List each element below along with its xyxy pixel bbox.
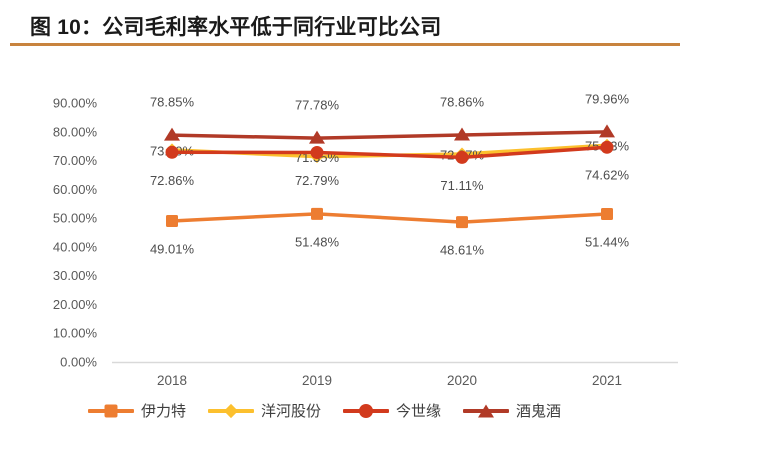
series-marker-triangle: [599, 124, 615, 138]
data-label: 78.86%: [440, 95, 485, 110]
x-axis-label: 2019: [302, 373, 332, 388]
series-marker-circle: [310, 146, 324, 160]
series-line-2: [170, 145, 609, 160]
data-label: 77.78%: [295, 98, 340, 113]
data-label: 71.11%: [440, 178, 484, 193]
y-axis-tick-label: 0.00%: [60, 355, 97, 370]
y-axis-tick-label: 80.00%: [53, 124, 98, 139]
x-axis-label: 2018: [157, 373, 187, 388]
series-marker-triangle: [309, 130, 325, 144]
legend-label: 今世缘: [396, 403, 442, 420]
series-marker-square: [311, 207, 323, 220]
legend-item-jinshiyuan: 今世缘: [343, 400, 441, 421]
legend-item-yanghe: 洋河股份: [208, 400, 321, 421]
x-axis-label: 2021: [592, 373, 622, 388]
series-line-3: [170, 130, 609, 140]
series-marker-triangle: [454, 127, 470, 141]
legend-circle-marker-icon: [343, 403, 390, 419]
series-marker-circle: [165, 145, 179, 159]
data-label: 49.01%: [150, 241, 195, 256]
y-axis-tick-label: 30.00%: [53, 268, 98, 283]
y-axis-tick-label: 20.00%: [53, 297, 98, 312]
series-marker-square: [166, 214, 178, 227]
legend-square-marker-icon: [88, 403, 134, 419]
legend-diamond-marker-icon: [208, 403, 255, 419]
legend-item-yilite: 伊力特: [88, 400, 186, 421]
legend-label: 伊力特: [141, 403, 187, 420]
legend-item-jiuguijiu: 酒鬼酒: [463, 400, 561, 421]
series-marker-square: [601, 207, 613, 220]
chart-legend: 伊力特 洋河股份 今世缘 酒鬼酒: [88, 400, 561, 421]
title-underline: [10, 43, 680, 46]
y-axis-tick-label: 50.00%: [53, 211, 98, 226]
data-label: 72.86%: [150, 173, 195, 188]
y-axis-tick-label: 40.00%: [53, 239, 98, 254]
series-line-0: [170, 212, 609, 224]
y-axis-tick-label: 10.00%: [53, 326, 98, 341]
data-label: 48.61%: [440, 243, 485, 258]
legend-label: 酒鬼酒: [516, 403, 562, 420]
data-label: 79.96%: [585, 91, 630, 106]
figure-title: 图 10：公司毛利率水平低于同行业可比公司: [30, 16, 442, 39]
series-marker-circle: [600, 140, 614, 154]
y-axis-tick-label: 90.00%: [53, 95, 98, 110]
y-axis-tick-label: 70.00%: [53, 153, 98, 168]
legend-triangle-marker-icon: [463, 403, 510, 419]
data-label: 51.44%: [585, 234, 630, 249]
series-marker-triangle: [164, 127, 180, 141]
legend-label: 洋河股份: [261, 403, 322, 420]
data-label: 72.79%: [295, 173, 340, 188]
x-axis-label: 2020: [447, 373, 477, 388]
data-label: 51.48%: [295, 234, 340, 249]
series-marker-circle: [455, 150, 469, 164]
data-label: 78.85%: [150, 95, 195, 110]
series-marker-square: [456, 216, 468, 229]
y-axis-tick-label: 60.00%: [53, 182, 98, 197]
data-label: 74.62%: [585, 168, 630, 183]
